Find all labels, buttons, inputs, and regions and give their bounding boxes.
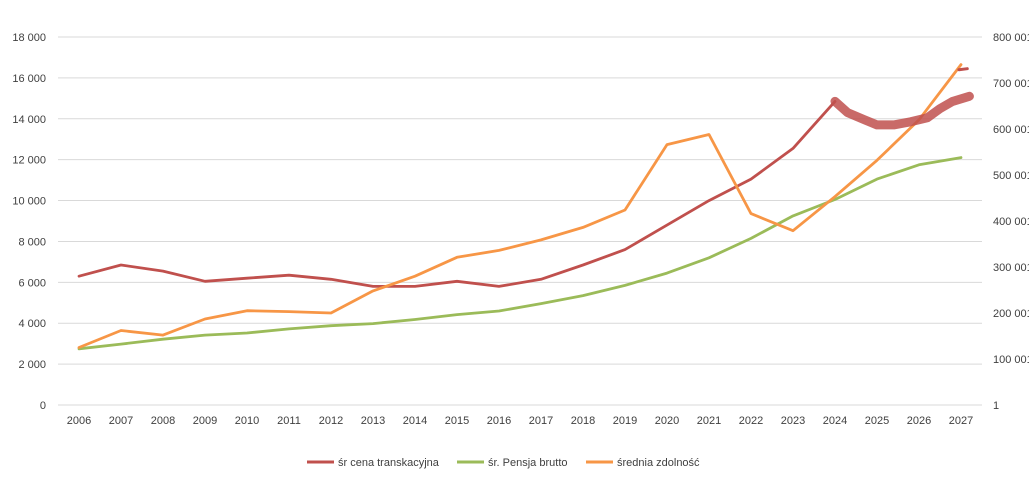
x-tick-label: 2018 <box>571 415 595 427</box>
x-tick-label: 2027 <box>949 415 973 427</box>
x-tick-label: 2009 <box>193 415 217 427</box>
series-line <box>77 156 963 351</box>
x-tick-label: 2015 <box>445 415 469 427</box>
x-tick-label: 2024 <box>823 415 847 427</box>
y-tick-label: 2 000 <box>18 359 46 371</box>
left-axis-ticks: 0 2 000 4 000 6 000 8 000 10 000 12 000 14 000 1… <box>12 32 46 412</box>
annotation <box>830 67 974 130</box>
x-tick-label: 2008 <box>151 415 175 427</box>
x-tick-label: 2006 <box>67 415 91 427</box>
y2-tick-label: 800 001 <box>993 32 1029 44</box>
x-tick-label: 2012 <box>319 415 343 427</box>
series-line <box>77 63 963 349</box>
x-tick-label: 2014 <box>403 415 427 427</box>
y2-tick-label: 100 001 <box>993 354 1029 366</box>
y2-tick-label: 200 001 <box>993 308 1029 320</box>
x-tick-label: 2019 <box>613 415 637 427</box>
legend-label: śr. Pensja brutto <box>488 457 568 469</box>
y-tick-label: 12 000 <box>12 155 46 167</box>
y-tick-label: 14 000 <box>12 114 46 126</box>
x-tick-label: 2017 <box>529 415 553 427</box>
y-tick-label: 18 000 <box>12 32 46 44</box>
gridlines <box>58 36 982 406</box>
legend-label: średnia zdolność <box>617 457 700 469</box>
x-tick-label: 2025 <box>865 415 889 427</box>
annotation-dash <box>957 67 969 72</box>
right-axis-ticks: 1 100 001 200 001 300 001 400 001 500 001 600 … <box>993 32 1029 412</box>
annotation-stroke <box>830 91 974 130</box>
y2-tick-label: 400 001 <box>993 216 1029 228</box>
y-tick-label: 10 000 <box>12 196 46 208</box>
y-tick-label: 6 000 <box>18 277 46 289</box>
x-tick-label: 2026 <box>907 415 931 427</box>
y2-tick-label: 700 001 <box>993 78 1029 90</box>
x-tick-label: 2023 <box>781 415 805 427</box>
y2-tick-label: 500 001 <box>993 170 1029 182</box>
x-tick-label: 2010 <box>235 415 259 427</box>
x-tick-label: 2007 <box>109 415 133 427</box>
x-tick-label: 2013 <box>361 415 385 427</box>
y2-tick-label: 600 001 <box>993 124 1029 136</box>
y-tick-label: 16 000 <box>12 73 46 85</box>
legend-label: śr cena transkacyjna <box>338 457 440 469</box>
x-tick-label: 2016 <box>487 415 511 427</box>
x-axis-ticks: 2006 2007 2008 2009 2010 2011 2012 2013 2014 2015… <box>67 415 973 427</box>
legend: śr cena transkacyjna śr. Pensja brutto śre… <box>307 457 700 469</box>
y2-tick-label: 1 <box>993 400 999 412</box>
series-lines <box>77 63 963 351</box>
x-tick-label: 2022 <box>739 415 763 427</box>
y-tick-label: 4 000 <box>18 318 46 330</box>
y2-tick-label: 300 001 <box>993 262 1029 274</box>
series-line <box>77 100 837 288</box>
x-tick-label: 2020 <box>655 415 679 427</box>
x-tick-label: 2011 <box>277 415 301 427</box>
y-tick-label: 0 <box>40 400 46 412</box>
y-tick-label: 8 000 <box>18 236 46 248</box>
x-tick-label: 2021 <box>697 415 721 427</box>
